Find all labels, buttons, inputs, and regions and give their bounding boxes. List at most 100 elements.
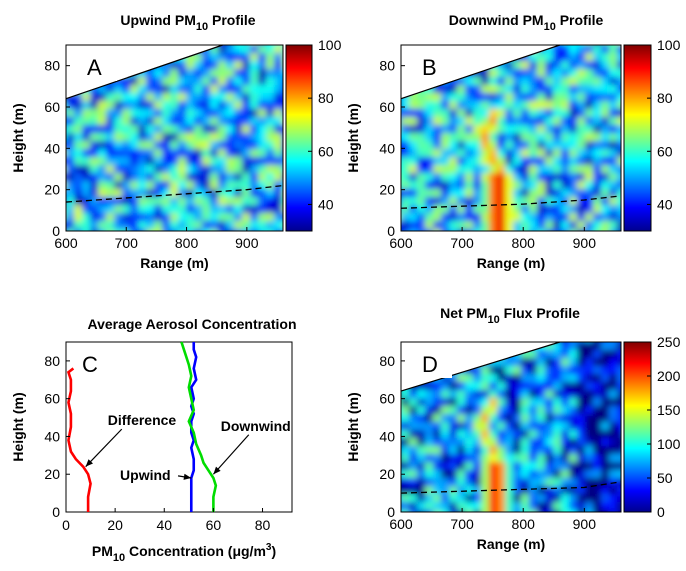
x-axis-label: Range (m) [477,536,545,552]
y-tick-label: 60 [379,99,395,115]
x-tick-label: 700 [450,516,474,532]
y-tick-label: 40 [379,140,395,156]
colorbar-tick-label: 200 [657,368,681,384]
colorbar-tick-label: 40 [318,196,334,212]
heatmap-field [401,45,621,231]
annotation-upwind: Upwind [120,467,171,483]
colorbar-tick-label: 100 [318,37,342,53]
panel-letter: A [87,55,102,80]
y-tick-label: 60 [379,391,395,407]
colorbar: 0 50 100 150 200 250 [623,334,681,520]
series-line-difference [66,367,92,512]
plot-frame [400,341,622,513]
colorbar-tick-label: 40 [657,196,673,212]
clear-region [66,45,283,99]
panel-letter: B [422,55,437,80]
panel-title: Upwind PM10 Profile [120,12,255,33]
boundary-line [65,44,223,100]
annotation-downwind: Downwind [221,418,291,434]
colorbar-tick-label: 50 [657,470,673,486]
colorbar-gradient [623,341,652,513]
series-line-downwind [180,341,218,512]
x-axis-label: Range (m) [140,255,208,271]
y-axis-label: Height (m) [10,103,26,172]
y-tick-label: 20 [379,466,395,482]
panel-title: Downwind PM10 Profile [449,12,604,33]
x-tick-label: 600 [389,235,413,251]
y-tick-label: 80 [379,353,395,369]
colorbar: 40 60 80 100 [623,37,681,232]
y-tick-label: 80 [44,58,60,74]
x-tick-label: 60 [206,517,222,533]
y-tick-label: 20 [379,182,395,198]
panel-B: 600 700 800 900 0 20 40 60 80 Range (m) Height (m)… [345,12,681,271]
colorbar-tick-label: 150 [657,402,681,418]
colorbar-tick-label: 0 [657,504,665,520]
annotation-arrow-line [212,434,250,475]
heatmap-field [401,342,621,512]
boundary-line [400,44,561,100]
y-tick-label: 20 [44,182,60,198]
annotation-arrowhead [183,473,192,480]
heatmap-field [66,45,283,231]
colorbar-tick-label: 100 [657,37,681,53]
y-axis-label: Height (m) [345,103,361,172]
y-tick-label: 40 [44,140,60,156]
colorbar-tick-label: 80 [318,90,334,106]
x-tick-label: 900 [235,235,259,251]
annotation-difference: Difference [108,412,177,428]
y-tick-label: 0 [387,223,395,239]
colorbar-gradient [285,44,313,232]
plot-frame [65,341,293,513]
letter-backdrop [414,54,452,81]
y-axis-label: Height (m) [345,392,361,461]
colorbar-tick-label: 250 [657,334,681,350]
colorbar-tick-label: 80 [657,90,673,106]
y-axis-label: Height (m) [10,392,26,461]
dashed-line [400,195,622,209]
plot-frame [65,44,284,232]
panel-letter: D [422,352,438,377]
x-tick-label: 700 [450,235,474,251]
x-tick-label: 800 [175,235,199,251]
y-tick-label: 20 [44,466,60,482]
annotation-arrow-line [85,428,123,468]
x-tick-label: 900 [573,516,597,532]
y-tick-label: 80 [44,353,60,369]
x-tick-label: 40 [156,517,172,533]
panel-A: 600 700 800 900 0 20 40 60 80 Range (m) Height (m)… [10,12,342,271]
y-tick-label: 80 [379,58,395,74]
x-tick-label: 80 [255,517,271,533]
x-tick-label: 20 [107,517,123,533]
x-tick-label: 600 [389,516,413,532]
panel-title: Net PM10 Flux Profile [440,305,580,326]
plot-frame [400,44,622,232]
y-tick-label: 60 [44,391,60,407]
clear-region [401,342,621,392]
y-tick-label: 0 [52,223,60,239]
x-axis-label: Range (m) [477,255,545,271]
clear-region [401,45,621,99]
annotation-arrowhead [85,459,94,467]
letter-backdrop [414,351,452,378]
y-tick-label: 0 [52,504,60,520]
x-tick-label: 900 [573,235,597,251]
y-tick-label: 0 [387,504,395,520]
colorbar-tick-label: 60 [657,143,673,159]
x-tick-label: 600 [54,235,78,251]
panel-C: 0 20 40 60 80 0 20 40 60 80 Average Aerosol Concen… [10,316,297,564]
y-tick-label: 40 [44,428,60,444]
y-tick-label: 60 [44,99,60,115]
colorbar-gradient [623,44,652,232]
panel-title: Average Aerosol Concentration [87,316,296,332]
dashed-line [65,184,284,203]
panel-D: 600 700 800 900 0 20 40 60 80 Range (m) Height (m)… [345,305,681,552]
colorbar-tick-label: 100 [657,436,681,452]
boundary-line [400,341,561,392]
annotation-arrowhead [213,466,221,475]
colorbar: 40 60 80 100 [285,37,342,232]
colorbar-tick-label: 60 [318,143,334,159]
x-tick-label: 800 [512,235,536,251]
x-tick-label: 800 [512,516,536,532]
